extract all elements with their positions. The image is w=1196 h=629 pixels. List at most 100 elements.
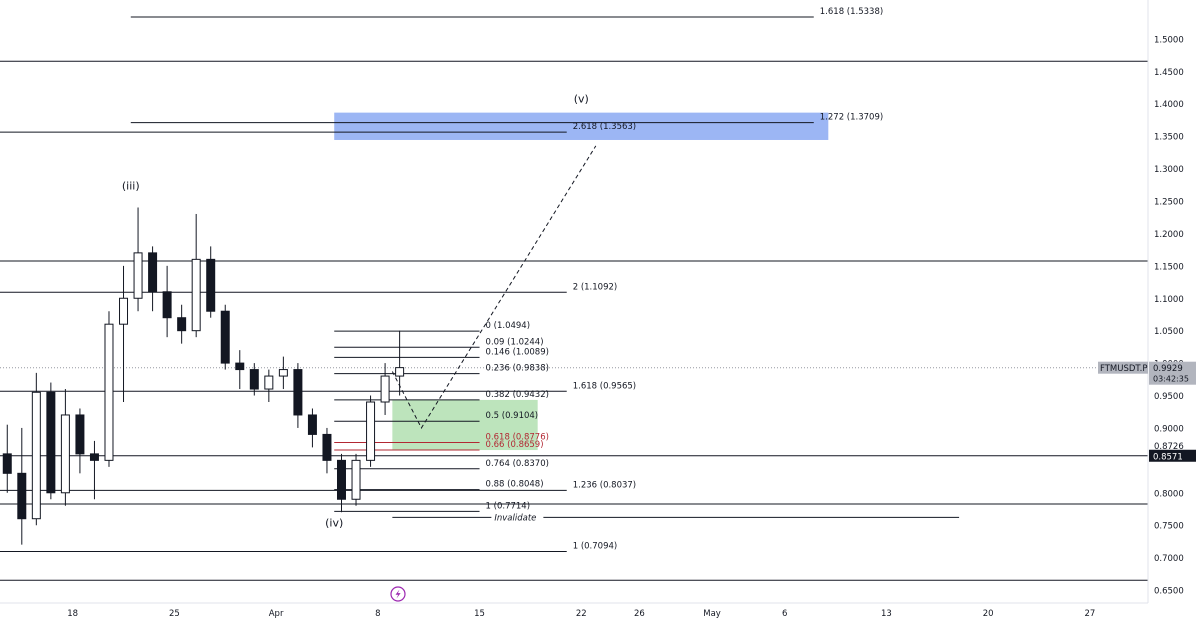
candle-body	[351, 459, 361, 500]
time-tick-label: 22	[576, 609, 587, 619]
price-tick-label: 0.8726	[1154, 442, 1184, 452]
wave-label: (iii)	[122, 179, 140, 192]
wave-label: (iv)	[325, 516, 343, 529]
fib-retracement-level-label: 0.618 (0.8776)	[486, 432, 549, 442]
fib-retracement-level-label: 1 (0.7714)	[486, 501, 530, 511]
time-tick-label: 18	[67, 609, 78, 619]
buy-zone	[392, 399, 538, 451]
candle-body	[278, 369, 288, 377]
price-tick-label: 1.1500	[1154, 262, 1184, 272]
symbol-tag-label: FTMUSDT.P	[1100, 364, 1147, 374]
candle-body	[104, 323, 114, 461]
candle-body	[264, 375, 274, 390]
levels-layer: 1.618 (1.5338) 1.272 (1.3709) 2.618 (1.356…	[0, 7, 1148, 581]
price-tick-label: 1.3000	[1154, 165, 1184, 175]
price-tick-label: 1.0500	[1154, 327, 1184, 337]
level-price-tag	[1149, 449, 1196, 462]
candle-body	[31, 391, 41, 520]
time-tick-label: 26	[634, 609, 645, 619]
fib-retracement-level-label: 0.66 (0.8659)	[486, 440, 544, 450]
fib-retracement-level-label: 0 (1.0494)	[486, 321, 530, 331]
candle-body	[89, 453, 99, 461]
candle-body	[249, 369, 259, 390]
price-tick-label: 1.2000	[1154, 230, 1184, 240]
fib-extension-lower-level-label: 2.618 (1.3563)	[573, 122, 636, 132]
candle-body	[191, 258, 201, 332]
candle-body	[148, 252, 158, 293]
fib-retracement-level-label: 0.88 (0.8048)	[486, 480, 544, 490]
candle-body	[177, 317, 187, 332]
time-tick-label: 20	[983, 609, 994, 619]
price-tick-label: 0.7000	[1154, 554, 1184, 564]
candle-body	[235, 362, 245, 371]
candle-body	[395, 367, 405, 377]
last-price-tag	[1149, 361, 1196, 385]
price-tick-label: 1.2500	[1154, 198, 1184, 208]
price-tick-label: 1.1000	[1154, 295, 1184, 305]
candle-body	[162, 291, 172, 319]
invalidation-label: Invalidate	[494, 513, 536, 523]
candle-body	[366, 401, 376, 461]
candle-body	[133, 252, 143, 299]
fib-extension-lower-level-label: 1.618 (0.9565)	[573, 381, 636, 391]
candle-body	[2, 453, 12, 474]
wave-label: (v)	[574, 92, 589, 105]
projection-path	[391, 145, 597, 429]
time-tick-label: Apr	[269, 609, 284, 619]
candle-body	[17, 472, 27, 520]
last-price-value: 0.9929	[1153, 364, 1183, 374]
fib-extension-lower-level-label: 1 (0.7094)	[573, 542, 617, 552]
invalidation-label-bg	[491, 511, 544, 523]
price-tick-label: 1.5000	[1154, 35, 1184, 45]
candle-body	[307, 414, 317, 435]
time-tick-label: 6	[782, 609, 787, 619]
fib-retracement-level-label: 0.764 (0.8370)	[486, 459, 549, 469]
candle-body	[336, 459, 346, 500]
fib-extension-upper-level-label: 1.618 (1.5338)	[820, 7, 883, 17]
news-flash-icon[interactable]	[390, 586, 406, 602]
candle-body	[380, 375, 390, 403]
price-tick-label: 1.3500	[1154, 133, 1184, 143]
bar-countdown: 03:42:35	[1153, 375, 1189, 384]
price-tick-label: 0.9500	[1154, 392, 1184, 402]
candle-body	[322, 433, 332, 461]
candles-layer	[2, 207, 405, 545]
time-tick-label: 15	[474, 609, 485, 619]
fib-retracement-level-label: 0.09 (1.0244)	[486, 337, 544, 347]
annotations-layer: (iii) (iv) (v)	[122, 92, 597, 529]
axes-layer: 1.5000 1.4500 1.4000 1.3500 1.3000 1.2500 1.20…	[0, 0, 1184, 619]
time-tick-label: 13	[881, 609, 892, 619]
fib-retracement-level-label: 0.5 (0.9104)	[486, 411, 539, 421]
time-tick-label: 8	[375, 609, 380, 619]
fib-retracement-level-label: 0.382 (0.9432)	[486, 390, 549, 400]
level-price-value: 0.8571	[1153, 452, 1183, 462]
candle-body	[220, 310, 230, 364]
price-tick-label: 1.4000	[1154, 100, 1184, 110]
candle-body	[206, 258, 216, 312]
candle-body	[75, 414, 85, 455]
symbol-tag	[1098, 361, 1148, 374]
price-tick-label: 0.6500	[1154, 587, 1184, 597]
price-tick-label: 1.4500	[1154, 68, 1184, 78]
candle-body	[119, 297, 129, 325]
candle-body	[60, 414, 70, 494]
fib-retracement-level-label: 0.146 (1.0089)	[486, 347, 549, 357]
candle-body	[293, 369, 303, 416]
candle-body	[46, 391, 56, 494]
time-tick-label: 25	[169, 609, 180, 619]
zones-layer	[334, 112, 829, 451]
fib-extension-lower-level-label: 1.236 (0.8037)	[573, 480, 636, 490]
time-tick-label: May	[703, 609, 721, 619]
price-tick-label: 0.9000	[1154, 424, 1184, 434]
price-tick-label: 0.7500	[1154, 522, 1184, 532]
fib-extension-lower-level-label: 2 (1.1092)	[573, 282, 617, 292]
target-zone	[334, 112, 829, 140]
price-tick-label: 0.8000	[1154, 489, 1184, 499]
time-tick-label: 27	[1084, 609, 1095, 619]
fib-extension-upper-level-label: 1.272 (1.3709)	[820, 113, 883, 123]
fib-retracement-level-label: 0.236 (0.9838)	[486, 364, 549, 374]
